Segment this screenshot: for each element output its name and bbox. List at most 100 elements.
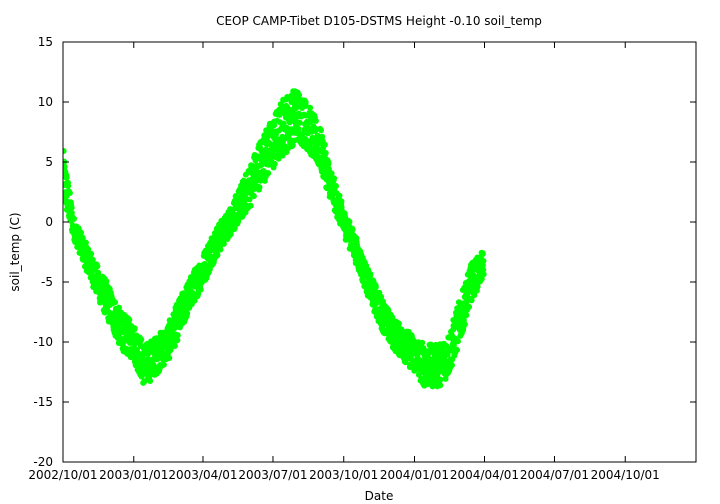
data-point [480, 271, 487, 278]
data-point [479, 250, 486, 257]
data-point [112, 299, 119, 306]
data-point [328, 170, 335, 177]
data-point [312, 117, 319, 124]
data-point [437, 376, 444, 383]
data-point [474, 283, 481, 290]
y-tick-label: 10 [38, 95, 53, 109]
data-point [480, 258, 487, 264]
data-point [325, 159, 332, 166]
data-point [454, 346, 460, 353]
data-point [166, 355, 173, 361]
data-point [466, 303, 473, 310]
data-point [336, 192, 343, 199]
data-point [321, 141, 328, 148]
x-axis: 2002/10/01 2003/01/01 2003/04/01 2003/07/01… [28, 42, 660, 482]
data-point [449, 362, 455, 369]
data-point [220, 240, 227, 247]
data-point [88, 250, 95, 257]
data-point [307, 104, 314, 111]
data-point [442, 375, 449, 382]
data-point [378, 293, 385, 300]
y-tick-label: 15 [38, 35, 53, 49]
data-point [160, 361, 167, 368]
data-point [395, 320, 402, 327]
data-point [89, 256, 96, 263]
data-point [314, 132, 321, 139]
data-point [389, 314, 396, 321]
data-point [480, 266, 487, 273]
data-point [82, 239, 89, 246]
data-point [331, 175, 338, 182]
data-point [271, 160, 278, 167]
data-point [419, 339, 426, 346]
data-point [338, 198, 345, 205]
data-point [333, 183, 339, 189]
plot-frame [62, 41, 697, 463]
data-point [468, 297, 475, 304]
data-point [319, 133, 326, 140]
data-point [63, 174, 70, 181]
data-point [372, 284, 379, 291]
data-point [322, 149, 329, 156]
data-point [63, 148, 67, 154]
data-point [66, 190, 73, 196]
data-point [131, 325, 138, 332]
data-point [191, 297, 198, 304]
data-point [197, 286, 204, 293]
y-tick-label: 5 [45, 155, 53, 169]
data-point [289, 142, 296, 149]
data-point [171, 343, 178, 349]
x-tick-label: 2004/10/01 [591, 468, 660, 482]
data-point [174, 332, 181, 339]
y-tick-label: -10 [33, 335, 53, 349]
x-tick-label: 2003/07/01 [238, 468, 307, 482]
chart-title: CEOP CAMP-Tibet D105-DSTMS Height -0.10 … [216, 14, 542, 28]
data-point [138, 336, 145, 343]
data-point [217, 246, 224, 253]
data-point [312, 128, 319, 134]
data-point [65, 182, 72, 189]
data-point [414, 351, 421, 358]
x-tick-label: 2003/10/01 [309, 468, 378, 482]
data-point [256, 184, 263, 191]
data-point [68, 204, 75, 211]
x-tick-label: 2004/04/01 [450, 468, 519, 482]
data-point [71, 215, 77, 222]
data-point [349, 226, 356, 233]
data-point [103, 278, 110, 285]
y-tick-label: -20 [33, 455, 53, 469]
data-point [132, 362, 139, 369]
y-tick-label: -5 [41, 275, 53, 289]
data-point [461, 321, 468, 328]
data-point [455, 338, 461, 345]
data-point [78, 229, 85, 236]
x-axis-label: Date [365, 489, 394, 503]
data-point [247, 202, 254, 209]
data-point [346, 218, 353, 225]
y-tick-label: -15 [33, 395, 53, 409]
data-point [85, 246, 92, 253]
data-point [250, 193, 257, 200]
x-tick-label: 2004/01/01 [380, 468, 449, 482]
x-tick-label: 2004/07/01 [520, 468, 589, 482]
data-point [116, 304, 122, 311]
data-point [174, 337, 181, 344]
data-point [184, 310, 191, 317]
data-point [437, 382, 444, 389]
data-point [63, 163, 68, 170]
x-tick-label: 2002/10/01 [28, 468, 97, 482]
y-axis-label: soil_temp (C) [8, 212, 22, 291]
data-point [280, 138, 286, 145]
data-point [94, 263, 101, 270]
data-point [367, 271, 374, 278]
data-point [265, 170, 272, 177]
data-point [214, 252, 221, 259]
data-point [318, 127, 324, 134]
x-tick-label: 2003/01/01 [99, 468, 168, 482]
data-point [147, 378, 154, 384]
data-point [280, 120, 287, 127]
data-point [68, 209, 75, 216]
data-point [296, 119, 303, 126]
y-tick-label: 0 [45, 215, 53, 229]
